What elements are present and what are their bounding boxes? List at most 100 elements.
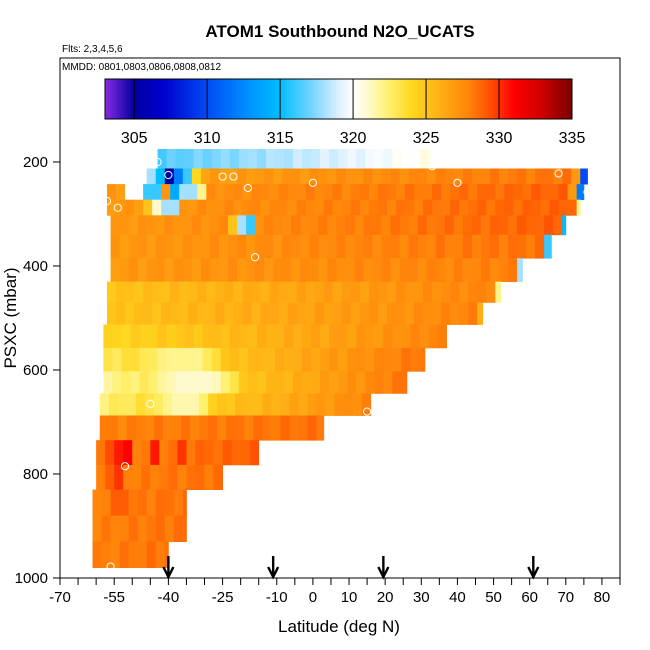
heatmap-cell — [137, 258, 148, 282]
heatmap-cell — [262, 393, 272, 416]
heatmap-cell — [173, 489, 184, 516]
heatmap-cell — [338, 347, 348, 372]
heatmap-cell — [92, 489, 102, 516]
colorbar-segment — [550, 79, 554, 119]
heatmap-cell — [291, 258, 301, 282]
heatmap-cell — [255, 258, 265, 282]
heatmap-cell — [417, 168, 428, 185]
heatmap-cell — [428, 149, 433, 169]
heatmap-cell — [345, 258, 355, 282]
heatmap-cell — [329, 149, 339, 169]
heatmap-cell — [197, 184, 207, 201]
colorbar-segment — [147, 79, 150, 119]
heatmap-cell — [508, 234, 518, 259]
colorbar-tick-label: 315 — [267, 130, 294, 147]
heatmap-cell — [567, 199, 578, 216]
colorbar-segment — [105, 79, 108, 119]
heatmap-cell — [105, 440, 115, 466]
colorbar-segment — [340, 79, 344, 119]
colorbar-segment — [420, 79, 424, 119]
colorbar-segment — [410, 79, 414, 119]
colorbar-tick-label: 310 — [194, 130, 221, 147]
heatmap-cell — [405, 281, 415, 303]
heatmap-cell — [256, 347, 267, 372]
heatmap-cell — [179, 302, 189, 325]
heatmap-cell — [116, 199, 126, 216]
heatmap-cell — [188, 184, 198, 201]
heatmap-cell — [128, 515, 139, 542]
heatmap-cell — [498, 258, 509, 282]
heatmap-cell — [381, 168, 391, 185]
heatmap-cell — [271, 415, 281, 441]
heatmap-cell — [307, 415, 317, 441]
colorbar-segment — [193, 79, 197, 119]
colorbar-segment — [242, 79, 246, 119]
heatmap-cell — [432, 199, 442, 216]
heatmap-cell — [401, 371, 408, 394]
heatmap-cell — [179, 184, 189, 201]
heatmap-cell — [202, 149, 213, 169]
heatmap-cell — [255, 215, 265, 236]
colorbar-segment — [375, 79, 379, 119]
heatmap-cell — [336, 215, 346, 236]
colorbar-segment — [168, 79, 171, 119]
heatmap-cell — [453, 258, 464, 282]
colorbar-segment — [403, 79, 407, 119]
observation-marker — [164, 170, 173, 180]
heatmap-cell — [302, 149, 312, 169]
heatmap-cell — [106, 184, 117, 201]
heatmap-cell — [197, 302, 207, 325]
heatmap-cell — [517, 215, 527, 236]
heatmap-cell — [392, 149, 402, 169]
x-tick-label: 0 — [309, 589, 317, 606]
colorbar-segment — [240, 79, 244, 119]
heatmap-cell — [238, 371, 249, 394]
colorbar-segment — [548, 79, 552, 119]
heatmap-cell — [200, 234, 211, 259]
heatmap-cell — [161, 281, 171, 303]
heatmap-cell — [278, 281, 289, 303]
heatmap-cell — [450, 199, 460, 216]
heatmap-cell — [139, 371, 149, 394]
heatmap-cell — [162, 415, 173, 441]
colorbar-segment — [364, 79, 368, 119]
heatmap-cell — [218, 234, 229, 259]
heatmap-cell — [372, 215, 382, 236]
heatmap-cell — [123, 464, 133, 490]
heatmap-cell — [309, 168, 319, 185]
heatmap-cell — [540, 184, 550, 201]
colorbar-segment — [154, 79, 157, 119]
colorbar-segment — [373, 79, 377, 119]
heatmap-cell — [361, 393, 372, 416]
heatmap-cell — [237, 234, 247, 259]
colorbar-segment — [359, 79, 363, 119]
heatmap-cell — [314, 199, 325, 216]
colorbar-segment — [182, 79, 185, 119]
heatmap-cell — [332, 281, 343, 303]
colorbar-segment — [238, 79, 241, 119]
heatmap-cell — [414, 302, 424, 325]
y-tick-label: 800 — [23, 466, 48, 483]
heatmap-cell — [323, 302, 334, 325]
colorbar-segment — [186, 79, 190, 119]
colorbar-segment — [296, 79, 300, 119]
colorbar-segment — [361, 79, 365, 119]
heatmap-cell — [318, 234, 328, 259]
heatmap-cell — [450, 302, 460, 325]
colorbar-segment — [564, 79, 568, 119]
colorbar-segment — [114, 79, 118, 119]
heatmap-cell — [363, 234, 373, 259]
heatmap-cell — [441, 199, 451, 216]
x-tick-label: 30 — [413, 589, 430, 606]
heatmap-cell — [289, 415, 299, 441]
heatmap-cell — [137, 541, 148, 568]
heatmap-cell — [480, 258, 491, 282]
heatmap-cell — [316, 393, 326, 416]
heatmap-cell — [233, 199, 243, 216]
heatmap-cell — [235, 415, 245, 441]
heatmap-cell — [287, 199, 298, 216]
heatmap-cell — [544, 215, 554, 236]
heatmap-cell — [206, 281, 216, 303]
heatmap-cell — [526, 234, 536, 259]
heatmap-cell — [332, 199, 343, 216]
